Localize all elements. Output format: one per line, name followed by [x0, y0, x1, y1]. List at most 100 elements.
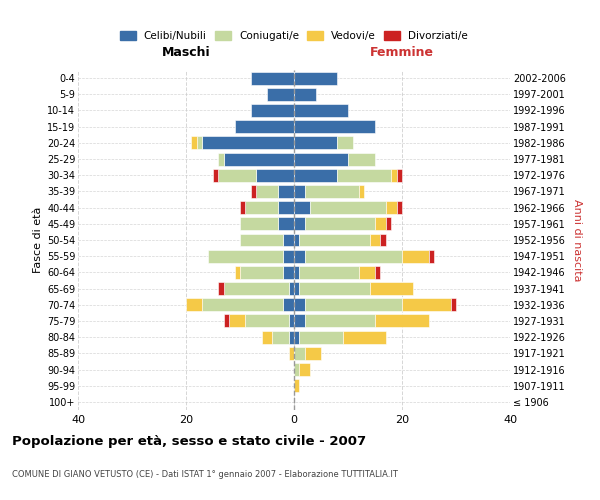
Bar	[397, 201, 402, 214]
Bar	[380, 234, 386, 246]
Bar	[375, 266, 380, 279]
Bar	[251, 185, 256, 198]
Bar	[218, 169, 256, 181]
Legend: Celibi/Nubili, Coniugati/e, Vedovi/e, Divorziati/e: Celibi/Nubili, Coniugati/e, Vedovi/e, Di…	[120, 31, 468, 41]
Bar	[240, 218, 278, 230]
Bar	[294, 88, 316, 101]
Bar	[299, 282, 370, 295]
Bar	[294, 152, 348, 166]
Bar	[256, 169, 294, 181]
Bar	[305, 185, 359, 198]
Bar	[294, 282, 299, 295]
Bar	[289, 282, 294, 295]
Bar	[429, 250, 434, 262]
Bar	[294, 363, 299, 376]
Bar	[278, 185, 294, 198]
Bar	[186, 298, 202, 311]
Bar	[294, 234, 299, 246]
Bar	[278, 218, 294, 230]
Bar	[310, 201, 386, 214]
Bar	[391, 169, 397, 181]
Bar	[337, 136, 353, 149]
Bar	[337, 169, 391, 181]
Bar	[224, 282, 289, 295]
Bar	[375, 218, 386, 230]
Bar	[375, 314, 429, 328]
Bar	[224, 314, 229, 328]
Bar	[240, 234, 283, 246]
Text: COMUNE DI GIANO VETUSTO (CE) - Dati ISTAT 1° gennaio 2007 - Elaborazione TUTTITA: COMUNE DI GIANO VETUSTO (CE) - Dati ISTA…	[12, 470, 398, 479]
Bar	[294, 330, 299, 344]
Bar	[283, 250, 294, 262]
Bar	[348, 152, 375, 166]
Bar	[305, 218, 375, 230]
Text: Maschi: Maschi	[161, 46, 211, 59]
Bar	[235, 266, 240, 279]
Bar	[294, 104, 348, 117]
Bar	[208, 250, 283, 262]
Bar	[299, 330, 343, 344]
Bar	[359, 185, 364, 198]
Bar	[370, 282, 413, 295]
Bar	[402, 298, 451, 311]
Bar	[343, 330, 386, 344]
Bar	[202, 136, 294, 149]
Bar	[294, 201, 310, 214]
Bar	[294, 298, 305, 311]
Bar	[299, 266, 359, 279]
Bar	[283, 298, 294, 311]
Bar	[272, 330, 289, 344]
Bar	[213, 169, 218, 181]
Bar	[294, 169, 337, 181]
Bar	[283, 266, 294, 279]
Bar	[299, 234, 370, 246]
Bar	[359, 266, 375, 279]
Bar	[235, 120, 294, 133]
Bar	[251, 104, 294, 117]
Bar	[386, 218, 391, 230]
Bar	[294, 72, 337, 85]
Bar	[256, 185, 278, 198]
Bar	[289, 347, 294, 360]
Bar	[370, 234, 380, 246]
Text: Femmine: Femmine	[370, 46, 434, 59]
Bar	[305, 250, 402, 262]
Bar	[240, 201, 245, 214]
Bar	[402, 250, 429, 262]
Bar	[294, 347, 305, 360]
Bar	[245, 201, 278, 214]
Text: Popolazione per età, sesso e stato civile - 2007: Popolazione per età, sesso e stato civil…	[12, 435, 366, 448]
Bar	[229, 314, 245, 328]
Bar	[262, 330, 272, 344]
Bar	[386, 201, 397, 214]
Bar	[294, 185, 305, 198]
Bar	[294, 266, 299, 279]
Bar	[294, 379, 299, 392]
Bar	[294, 136, 337, 149]
Bar	[294, 218, 305, 230]
Bar	[197, 136, 202, 149]
Bar	[267, 88, 294, 101]
Bar	[305, 298, 402, 311]
Bar	[218, 282, 224, 295]
Y-axis label: Anni di nascita: Anni di nascita	[572, 198, 583, 281]
Bar	[191, 136, 197, 149]
Bar	[245, 314, 289, 328]
Bar	[397, 169, 402, 181]
Bar	[294, 120, 375, 133]
Bar	[305, 314, 375, 328]
Bar	[251, 72, 294, 85]
Bar	[294, 314, 305, 328]
Bar	[202, 298, 283, 311]
Bar	[294, 250, 305, 262]
Bar	[218, 152, 224, 166]
Bar	[451, 298, 456, 311]
Y-axis label: Fasce di età: Fasce di età	[32, 207, 43, 273]
Bar	[289, 314, 294, 328]
Bar	[305, 347, 321, 360]
Bar	[289, 330, 294, 344]
Bar	[299, 363, 310, 376]
Bar	[278, 201, 294, 214]
Bar	[283, 234, 294, 246]
Bar	[240, 266, 283, 279]
